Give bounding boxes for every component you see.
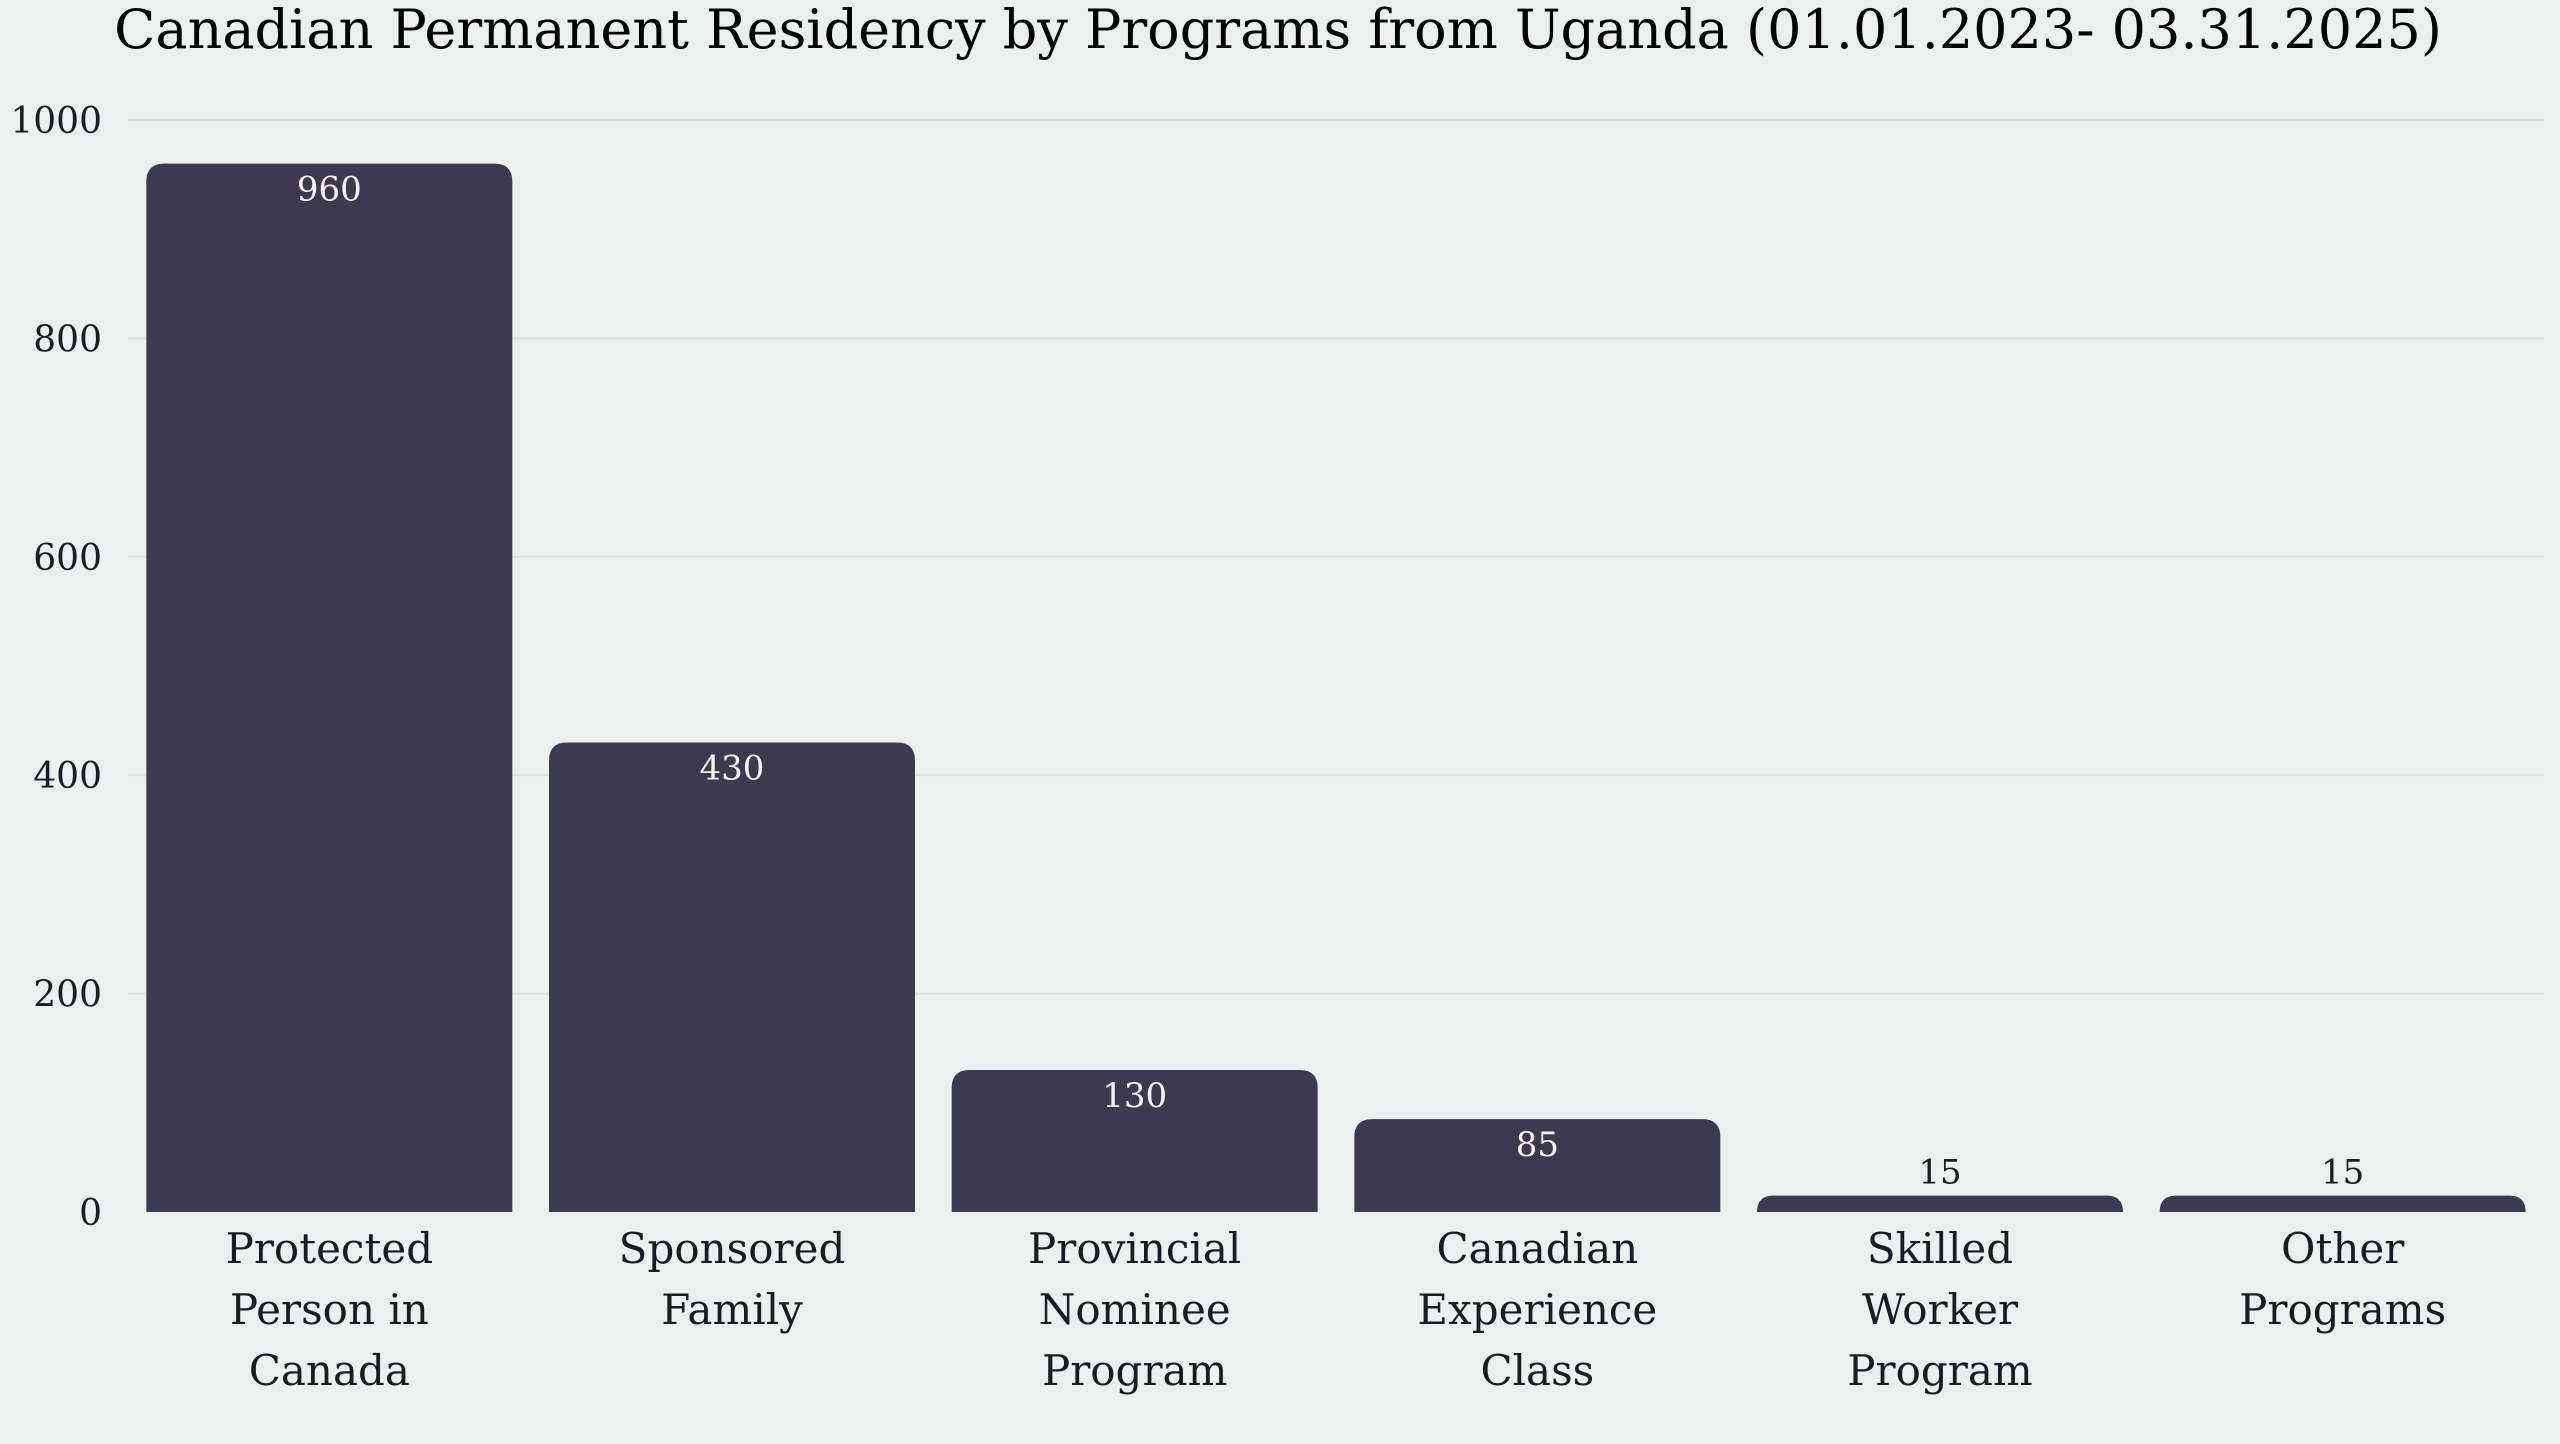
y-tick-label: 400 xyxy=(33,756,102,797)
x-category-label: Provincial Nominee Program xyxy=(1028,1224,1241,1395)
bar xyxy=(951,1070,1318,1212)
x-category-label: Other Programs xyxy=(2239,1224,2446,1334)
x-category-label-line: Other xyxy=(2281,1224,2405,1273)
x-category-label-line: Program xyxy=(1847,1346,2032,1395)
x-category-label: Sponsored Family xyxy=(619,1224,846,1334)
bars xyxy=(146,163,2526,1213)
y-axis-ticks: 0 200 400 600 800 1000 xyxy=(10,101,102,1234)
y-tick-label: 0 xyxy=(79,1193,102,1234)
x-category-label-line: Canadian xyxy=(1436,1224,1638,1273)
bar xyxy=(1354,1119,1721,1212)
x-category-label-line: Protected xyxy=(226,1224,434,1273)
y-tick-label: 600 xyxy=(33,538,102,579)
y-tick-label: 1000 xyxy=(10,101,102,142)
x-category-label-line: Class xyxy=(1480,1346,1594,1395)
x-category-label-line: Nominee xyxy=(1039,1285,1231,1334)
x-category-label: Canadian Experience Class xyxy=(1417,1224,1657,1395)
data-label: 15 xyxy=(2321,1153,2364,1193)
x-axis-labels: Protected Person in Canada Sponsored Family P… xyxy=(226,1224,2447,1395)
x-category-label-line: Canada xyxy=(249,1346,410,1395)
data-label: 85 xyxy=(1516,1125,1559,1165)
x-category-label-line: Family xyxy=(661,1285,803,1334)
data-label: 130 xyxy=(1102,1076,1167,1116)
data-labels: 960 430 130 85 15 15 xyxy=(297,170,2364,1193)
x-category-label: Protected Person in Canada xyxy=(226,1224,434,1395)
bar xyxy=(549,742,915,1212)
y-tick-label: 800 xyxy=(33,319,102,360)
x-category-label-line: Worker xyxy=(1862,1285,2019,1334)
x-category-label-line: Person in xyxy=(230,1285,429,1334)
x-category-label-line: Provincial xyxy=(1028,1224,1241,1273)
chart-title: Canadian Permanent Residency by Programs… xyxy=(114,0,2442,61)
bar xyxy=(2159,1195,2526,1212)
x-category-label-line: Program xyxy=(1042,1346,1227,1395)
bar xyxy=(146,163,513,1213)
data-label: 15 xyxy=(1918,1153,1961,1193)
y-tick-label: 200 xyxy=(33,975,102,1016)
grid-lines xyxy=(128,119,2544,995)
data-label: 960 xyxy=(297,170,362,210)
x-category-label-line: Programs xyxy=(2239,1285,2446,1334)
bar xyxy=(1757,1195,2123,1212)
x-category-label-line: Sponsored xyxy=(619,1224,846,1273)
x-category-label: Skilled Worker Program xyxy=(1847,1224,2032,1395)
x-category-label-line: Experience xyxy=(1417,1285,1657,1334)
data-label: 430 xyxy=(700,748,765,788)
x-category-label-line: Skilled xyxy=(1867,1224,2013,1273)
